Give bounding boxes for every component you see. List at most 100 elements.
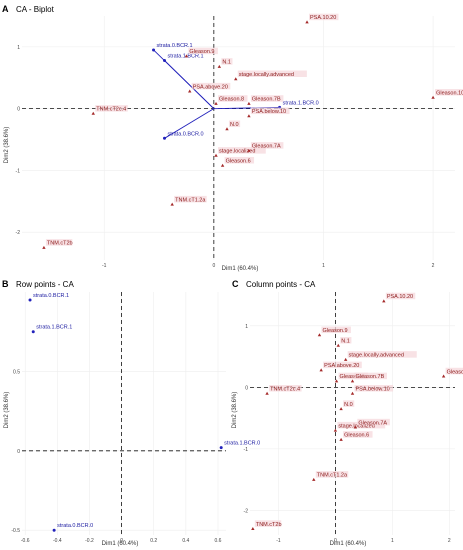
point-n-0: [225, 127, 229, 131]
label-stage-localized: stage.localized: [338, 423, 374, 429]
label-bg-gleason-8: [218, 95, 248, 102]
y-tick-label: 1: [245, 324, 248, 330]
label-bg-gleason-8: [338, 372, 369, 380]
x-tick-label: -0.4: [53, 538, 62, 544]
label-tnm-ct1-2a: TNM.cT1.2a: [317, 473, 348, 479]
label-n-0: N.0: [230, 122, 239, 128]
label-bg-tnm-ct1-2a: [174, 195, 207, 203]
point-strata-0-bcr-1: [152, 48, 156, 52]
label-psa-10-20: PSA.10.20: [387, 294, 413, 300]
x-tick-label: 1: [391, 538, 394, 544]
label-psa-below-10: PSA.below.10: [252, 109, 286, 115]
panel-c: C Column points - CA -1 0 1 2 -2 -1 0 1 PSA.10.2…: [232, 279, 463, 547]
arrow-strata-1-bcr-1: [164, 60, 215, 109]
point-stage-locally-advanced: [234, 77, 238, 81]
point-gleason-8: [214, 101, 218, 105]
point-gleason-7b: [247, 101, 251, 105]
point-n-0: [339, 407, 343, 411]
point-strata-1-bcr-1: [163, 58, 167, 62]
y-tick-label: -2: [16, 230, 21, 236]
label-bg-n-1: [340, 337, 352, 344]
point-psa-below-10: [350, 391, 355, 395]
label-psa-10-20: PSA.10.20: [310, 15, 336, 21]
y-tick-label: 0: [17, 449, 20, 455]
panel-c-xlabel: Dim1 (60.4%): [330, 541, 367, 547]
arrow-strata-0-bcr-0: [164, 108, 215, 139]
label-n-1: N.1: [341, 339, 350, 345]
point-psa-above-20: [188, 89, 192, 93]
panel-c-letter: C: [232, 279, 239, 289]
panel-c-title: Column points - CA: [246, 280, 316, 289]
y-tick-label: -2: [244, 508, 249, 514]
label-psa-above-20: PSA.above.20: [324, 363, 359, 369]
label-bg-n-0: [228, 120, 241, 128]
label-bg-psa-below-10: [250, 107, 290, 115]
label-bg-gleason-9: [188, 47, 218, 55]
x-tick-label: 2: [432, 263, 435, 269]
label-stage-localized: stage.localized: [219, 149, 255, 155]
label-gleason-7a: Gleason.7A: [252, 144, 281, 150]
point-gleason-6: [339, 437, 343, 441]
label-bg-stage-localized: [218, 147, 266, 154]
y-tick-label: -1: [244, 447, 249, 453]
label-gleason-10: Gleason.10: [436, 91, 463, 97]
label-bg-stage-locally-advanced: [237, 70, 307, 78]
label-gleason-7b: Gleason.7B: [252, 97, 281, 103]
label-n-1: N.1: [222, 60, 231, 66]
panel-a-xlabel: Dim1 (60.4%): [222, 266, 259, 272]
label-bg-psa-10-20: [309, 13, 339, 21]
label-gleason-8: Gleason.8: [219, 97, 244, 103]
x-tick-label: -0.6: [21, 538, 30, 544]
point-strata-1-bcr-0: [219, 446, 223, 450]
point-gleason-7b: [350, 379, 355, 383]
point-tnm-ct1-2a: [170, 202, 174, 206]
label-bg-stage-locally-advanced: [347, 351, 417, 358]
label-strata-0-bcr-0: strata.0.BCR.0: [168, 131, 204, 137]
label-gleason-8: Gleason.8: [340, 374, 365, 380]
x-tick-label: 1: [322, 263, 325, 269]
y-tick-label: 0: [17, 107, 20, 113]
label-bg-tnm-ct2b: [45, 239, 73, 246]
point-n-1: [217, 64, 222, 68]
label-tnm-ct1-2a: TNM.cT1.2a: [175, 197, 206, 203]
label-bg-psa-above-20: [323, 361, 362, 369]
label-psa-above-20: PSA.above.20: [193, 84, 228, 90]
point-psa-10-20: [305, 20, 309, 24]
x-tick-label: 0: [212, 263, 215, 269]
x-tick-label: -1: [102, 263, 107, 269]
biplot-plot: -1012-2-101strata.0.BCR.1strata.1.BCR.1s…: [16, 13, 463, 269]
point-gleason-8: [334, 379, 339, 383]
label-strata-0-bcr-1: strata.0.BCR.1: [33, 293, 69, 299]
panel-b: B Row points - CA -0.6 -0.4 -0.2 0 0.2 0.4 0.6…: [2, 279, 260, 547]
x-tick-label: 0: [334, 538, 337, 544]
point-gleason-7a: [247, 148, 251, 152]
point-strata-1-bcr-1: [31, 330, 35, 334]
label-strata-1-bcr-0: strata.1.BCR.0: [283, 100, 319, 106]
point-strata-0-bcr-0: [52, 528, 56, 532]
panel-a-letter: A: [2, 4, 9, 14]
point-tnm-ct2c-4: [91, 111, 95, 115]
point-stage-locally-advanced: [343, 357, 348, 361]
panel-a-title: CA - Biplot: [16, 5, 55, 14]
x-tick-label: 2: [448, 538, 451, 544]
panel-b-ylabel: Dim2 (38.6%): [4, 392, 10, 429]
point-psa-above-20: [319, 368, 323, 372]
x-tick-label: 0: [120, 538, 123, 544]
y-tick-label: 0: [245, 385, 248, 391]
label-bg-gleason-10: [445, 367, 463, 375]
label-strata-0-bcr-0: strata.0.BCR.0: [57, 523, 93, 529]
label-bg-gleason-10: [435, 89, 463, 96]
label-tnm-ct2b: TNM.cT2b: [256, 522, 282, 528]
label-bg-psa-below-10: [354, 385, 394, 392]
label-tnm-ct2c-4: TNM.cT2c.4: [96, 107, 126, 113]
point-tnm-ct2b: [42, 245, 46, 249]
y-tick-label: -0.5: [11, 528, 20, 534]
x-tick-label: 0.6: [214, 538, 221, 544]
label-gleason-9: Gleason.9: [189, 49, 214, 55]
label-bg-n-0: [343, 400, 355, 407]
y-tick-label: 0.5: [13, 369, 20, 375]
y-tick-label: 1: [17, 45, 20, 51]
point-psa-10-20: [382, 299, 386, 303]
label-psa-below-10: PSA.below.10: [356, 387, 390, 393]
